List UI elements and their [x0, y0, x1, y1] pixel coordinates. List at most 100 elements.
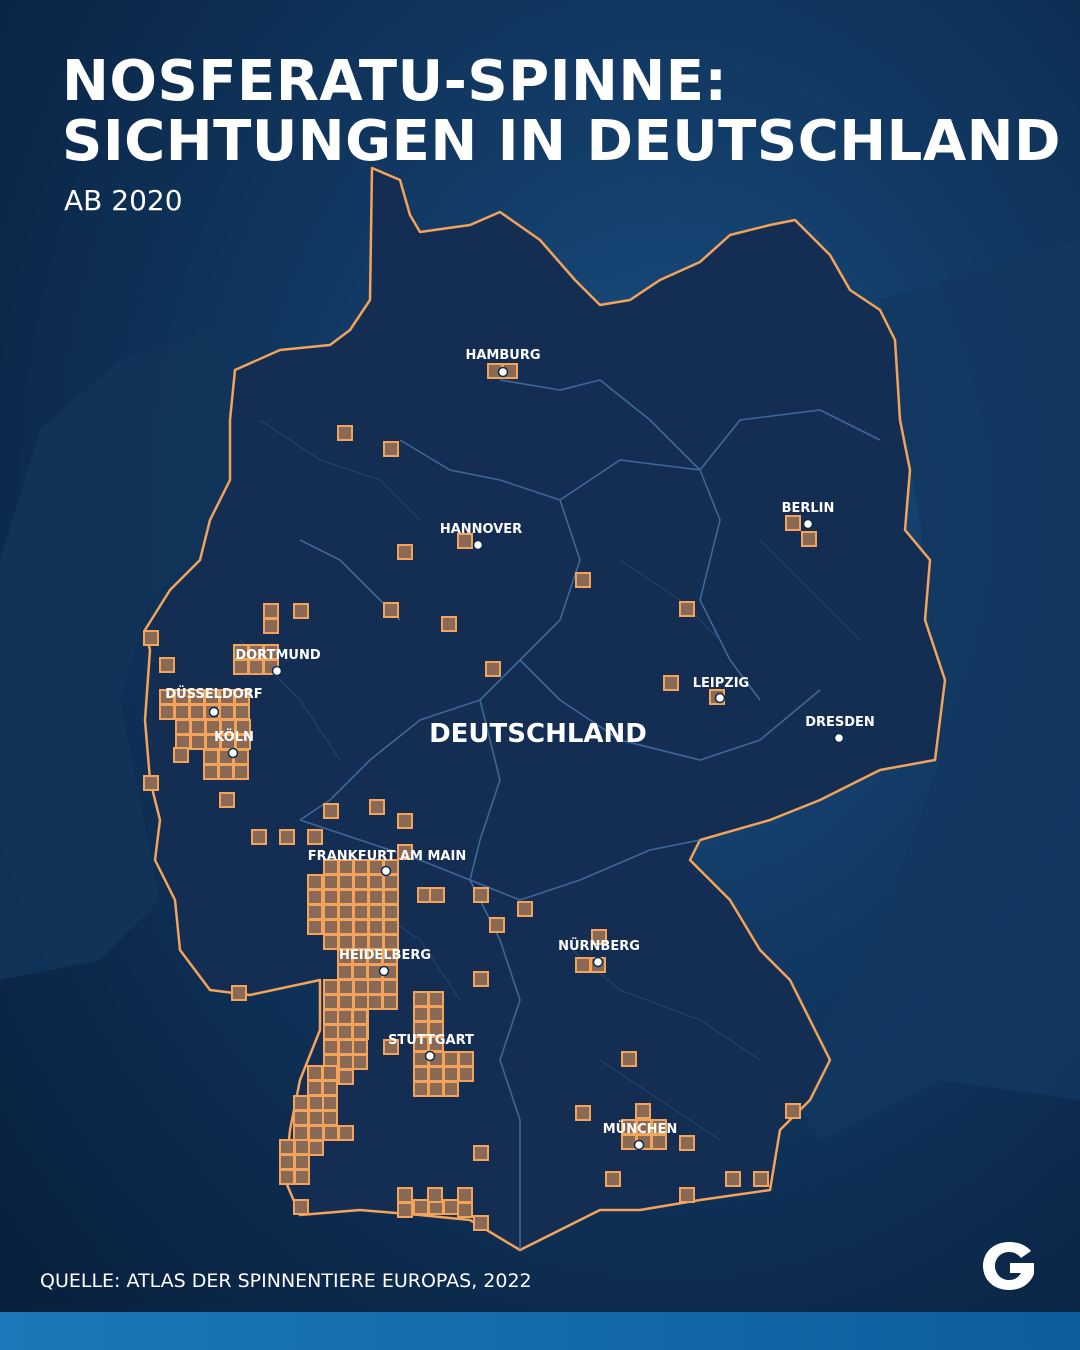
city-leipzig: LEIPZIG	[693, 676, 749, 704]
sighting-cell	[293, 1110, 309, 1126]
sighting-cell	[489, 917, 505, 933]
sighting-cell	[397, 813, 413, 829]
sighting-cell	[443, 1199, 459, 1215]
sighting-cell	[233, 764, 249, 780]
sighting-cell	[413, 991, 429, 1007]
city-marker	[271, 665, 283, 677]
sighting-cell	[337, 425, 353, 441]
sighting-cell	[294, 1154, 310, 1170]
sighting-cell	[679, 601, 695, 617]
city-marker	[633, 1139, 645, 1151]
sighting-cell	[382, 979, 398, 995]
sighting-cell	[159, 704, 175, 720]
city-label: BERLIN	[782, 501, 835, 516]
sighting-cell	[323, 1009, 339, 1025]
sighting-cell	[473, 1145, 489, 1161]
sighting-cell	[473, 1215, 489, 1231]
sighting-cell	[307, 919, 323, 935]
g-logo-icon	[983, 1242, 1034, 1290]
sighting-cell	[323, 904, 339, 920]
sighting-cell	[352, 964, 368, 980]
city-marker	[592, 956, 604, 968]
sighting-cell	[383, 919, 399, 935]
city-marker	[378, 965, 390, 977]
sighting-cell	[458, 1051, 474, 1067]
sighting-cell	[428, 1006, 444, 1022]
sighting-cell	[352, 1024, 368, 1040]
sighting-cell	[427, 1187, 443, 1203]
city-duesseldorf: DÜSSELDORF	[165, 686, 263, 718]
sighting-cell	[352, 1054, 368, 1070]
sighting-cell	[383, 934, 399, 950]
sighting-cell	[353, 889, 369, 905]
sighting-cell	[428, 1066, 444, 1082]
sighting-cell	[651, 1134, 667, 1150]
sighting-cell	[293, 1095, 309, 1111]
city-dresden: DRESDEN	[805, 715, 875, 744]
sighting-cell	[801, 531, 817, 547]
city-dortmund: DORTMUND	[235, 648, 321, 677]
sighting-cell	[368, 889, 384, 905]
city-marker	[424, 1050, 436, 1062]
sighting-cell	[308, 1140, 324, 1156]
sighting-cell	[203, 764, 219, 780]
city-label: HANNOVER	[440, 522, 522, 537]
sighting-cell	[413, 1006, 429, 1022]
sighting-cell	[338, 994, 354, 1010]
sighting-cell	[159, 657, 175, 673]
sighting-cell	[337, 1024, 353, 1040]
sighting-cell	[323, 994, 339, 1010]
sighting-cell	[218, 764, 234, 780]
sighting-cell	[485, 661, 501, 677]
sighting-cell	[383, 441, 399, 457]
bottom-accent-bar	[0, 1312, 1080, 1350]
sighting-cell	[307, 1065, 323, 1081]
sighting-cell	[785, 515, 801, 531]
sighting-cell	[428, 991, 444, 1007]
city-heidelberg: HEIDELBERG	[339, 948, 431, 977]
sighting-cell	[443, 1081, 459, 1097]
sighting-cell	[785, 1103, 801, 1119]
sighting-cell	[322, 1095, 338, 1111]
sighting-cell	[353, 994, 369, 1010]
sighting-cell	[173, 747, 189, 763]
city-marker	[472, 539, 484, 551]
sighting-cell	[189, 704, 205, 720]
city-label: MÜNCHEN	[603, 1121, 678, 1137]
country-label: DEUTSCHLAND	[429, 719, 647, 749]
sighting-cell	[294, 1139, 310, 1155]
sighting-cell	[429, 887, 445, 903]
sighting-cell	[383, 889, 399, 905]
city-marker	[714, 692, 726, 704]
sighting-cell	[190, 719, 206, 735]
sighting-cell	[397, 1202, 413, 1218]
sighting-cell	[323, 919, 339, 935]
sighting-cell	[338, 1069, 354, 1085]
sighting-cell	[337, 964, 353, 980]
city-label: STUTTGART	[388, 1033, 474, 1048]
sighting-cell	[353, 904, 369, 920]
city-marker	[802, 518, 814, 530]
city-nuernberg: NÜRNBERG	[558, 938, 640, 968]
sighting-cell	[219, 704, 235, 720]
city-label: LEIPZIG	[693, 676, 749, 691]
sighting-cell	[263, 618, 279, 634]
sighting-cell	[203, 749, 219, 765]
sighting-cell	[368, 874, 384, 890]
sighting-cell	[397, 1187, 413, 1203]
sighting-cell	[323, 889, 339, 905]
city-marker	[208, 706, 220, 718]
sighting-cell	[322, 1065, 338, 1081]
city-hannover: HANNOVER	[440, 522, 522, 551]
sighting-cell	[663, 675, 679, 691]
title-line-2: SICHTUNGEN IN DEUTSCHLAND	[62, 109, 1062, 174]
sighting-cell	[338, 919, 354, 935]
city-koeln: KÖLN	[214, 729, 254, 759]
page-title: NOSFERATU-SPINNE: SICHTUNGEN IN DEUTSCHL…	[62, 52, 1061, 172]
sighting-cell	[457, 533, 473, 549]
sighting-cell	[338, 1039, 354, 1055]
sighting-cell	[679, 1135, 695, 1151]
sighting-cell	[293, 603, 309, 619]
sighting-cell	[753, 1171, 769, 1187]
